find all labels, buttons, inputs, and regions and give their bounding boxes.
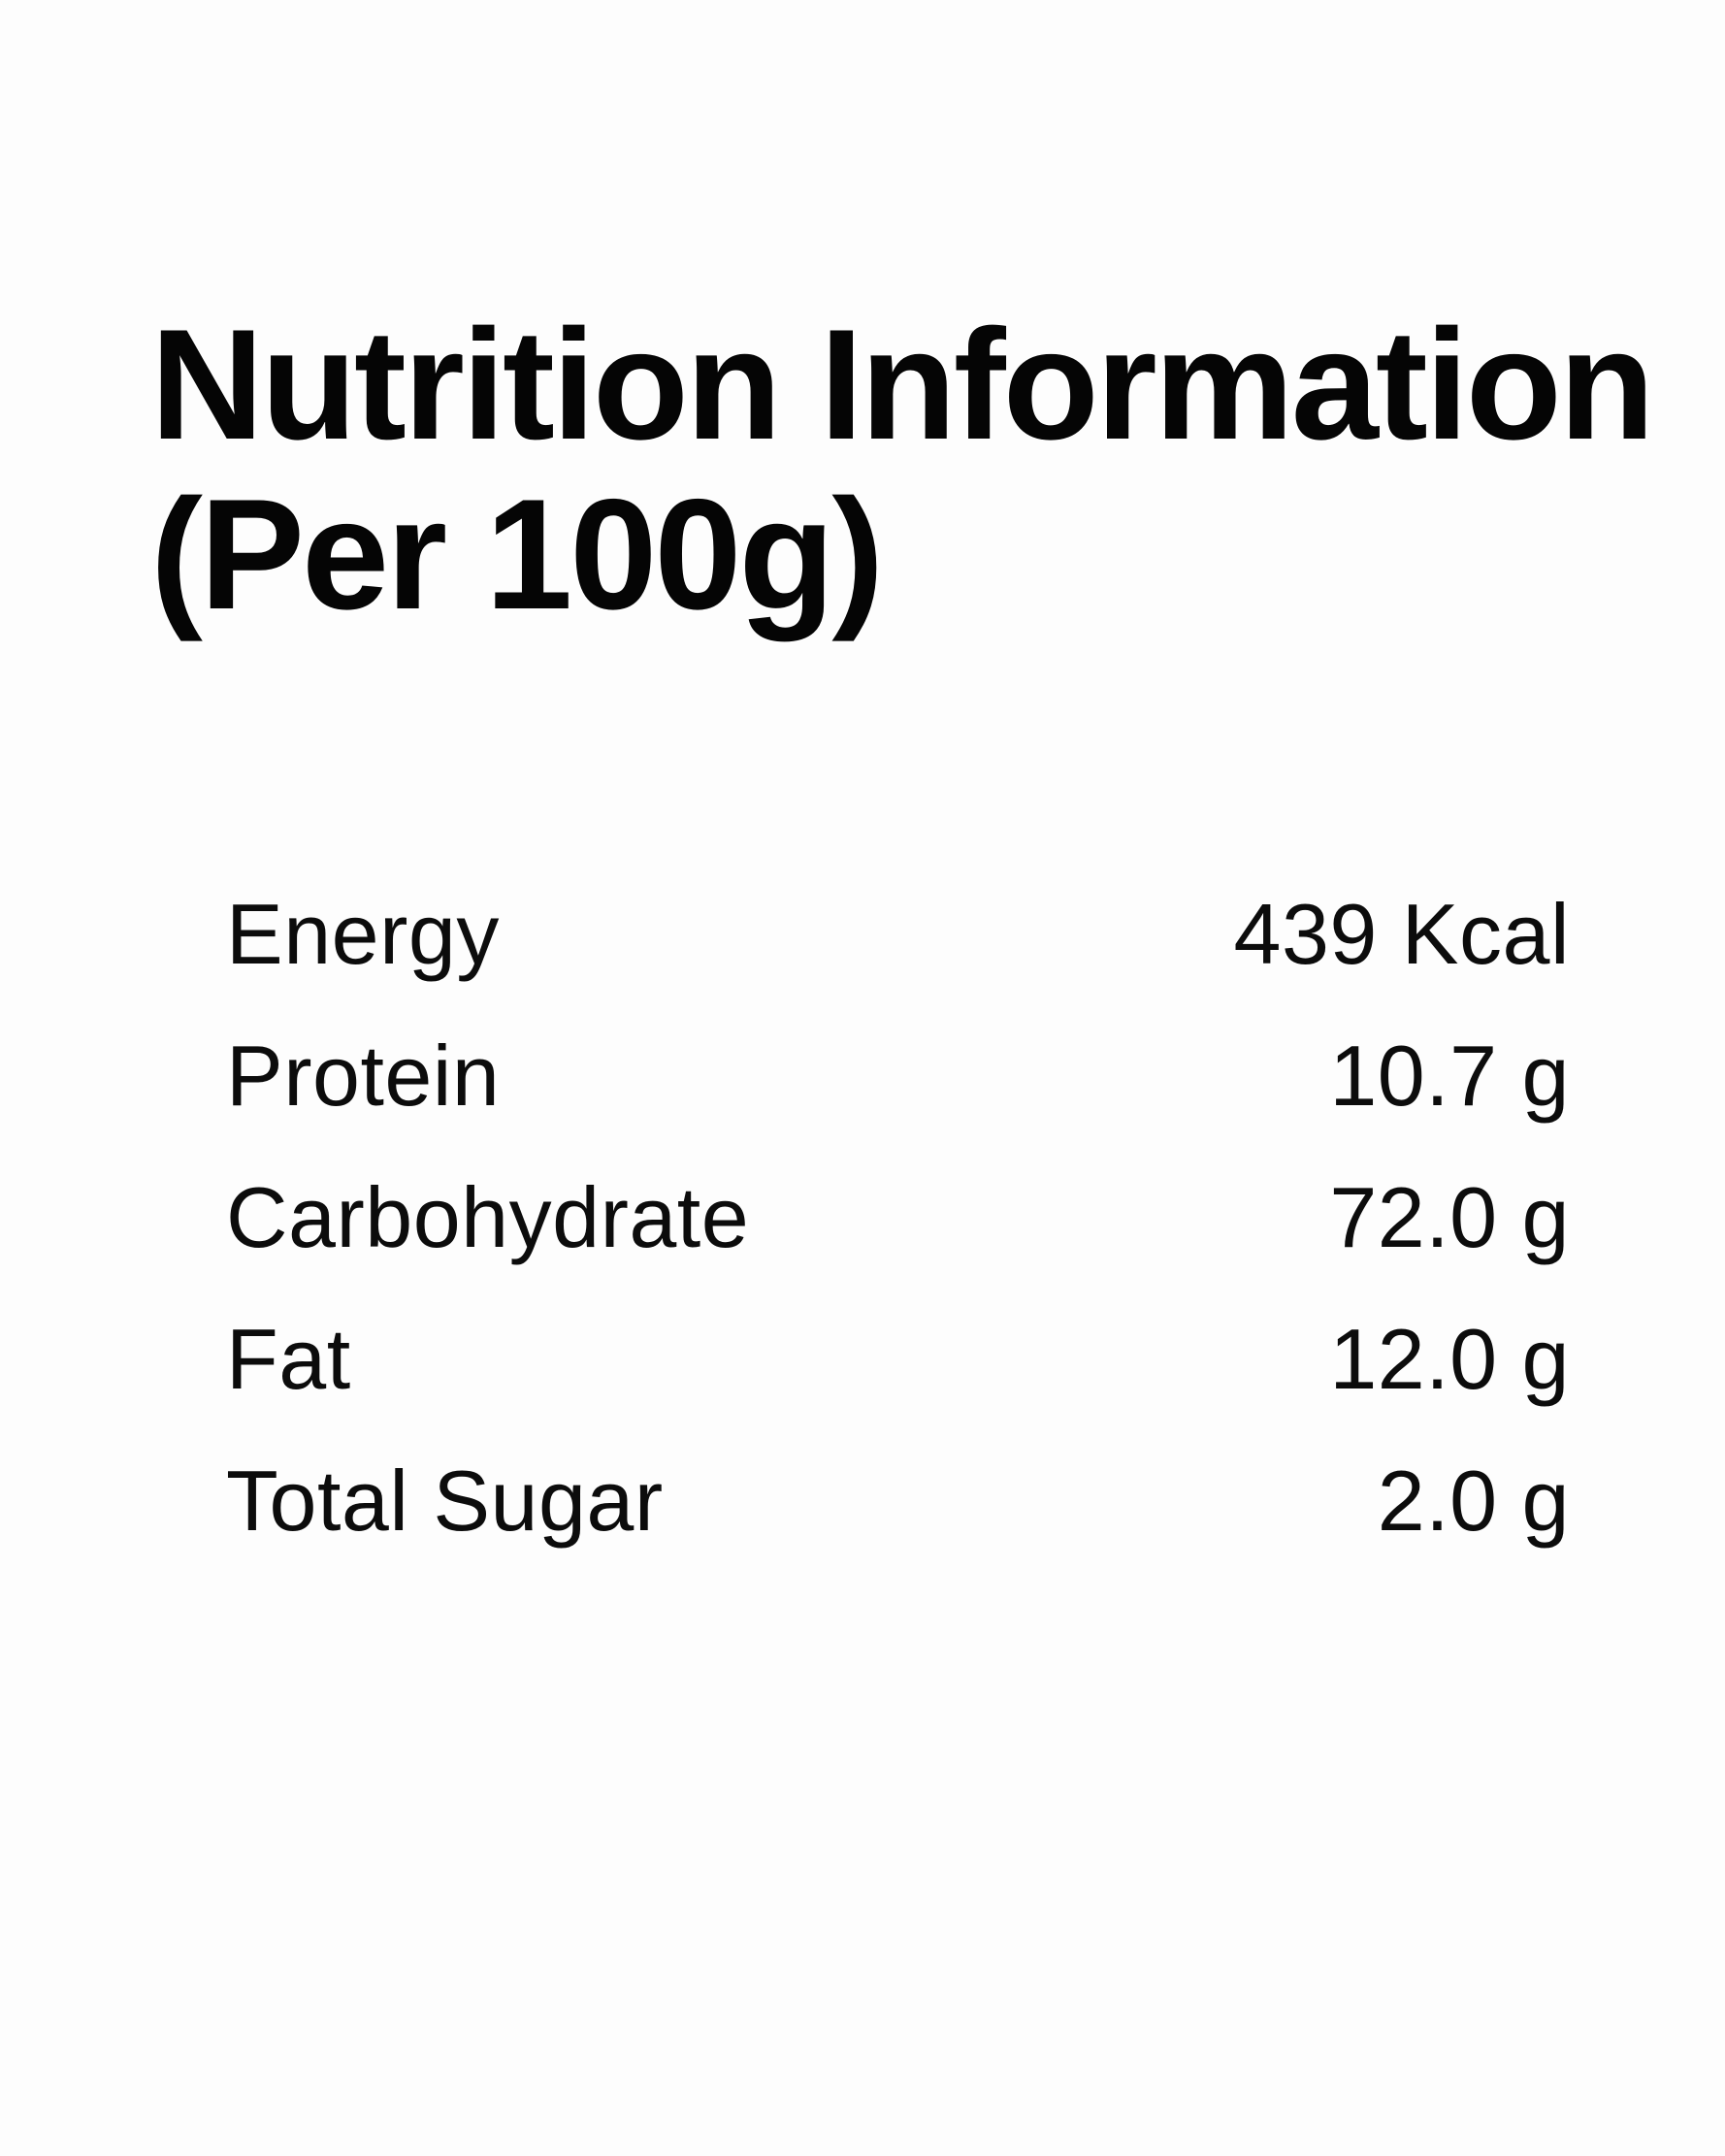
table-row: Total Sugar 2.0 g xyxy=(226,1430,1570,1572)
table-row: Carbohydrate 72.0 g xyxy=(226,1147,1570,1289)
table-row: Protein 10.7 g xyxy=(226,1005,1570,1147)
page-title: Nutrition Information (Per 100g) xyxy=(150,297,1655,642)
nutrient-value: 439 Kcal xyxy=(1233,885,1570,982)
table-row: Fat 12.0 g xyxy=(226,1289,1570,1430)
nutrient-label: Carbohydrate xyxy=(226,1168,750,1265)
title-line-1: Nutrition Information xyxy=(150,297,1655,473)
nutrient-label: Fat xyxy=(226,1310,351,1407)
nutrient-label: Total Sugar xyxy=(226,1452,664,1549)
nutrition-table: Energy 439 Kcal Protein 10.7 g Carbohydr… xyxy=(150,864,1570,1572)
nutrient-value: 10.7 g xyxy=(1329,1027,1570,1124)
nutrient-value: 72.0 g xyxy=(1329,1168,1570,1265)
nutrient-value: 2.0 g xyxy=(1377,1452,1570,1549)
table-row: Energy 439 Kcal xyxy=(226,864,1570,1005)
nutrient-label: Energy xyxy=(226,885,500,982)
title-line-2: (Per 100g) xyxy=(150,466,884,642)
nutrient-value: 12.0 g xyxy=(1329,1310,1570,1407)
nutrient-label: Protein xyxy=(226,1027,501,1124)
